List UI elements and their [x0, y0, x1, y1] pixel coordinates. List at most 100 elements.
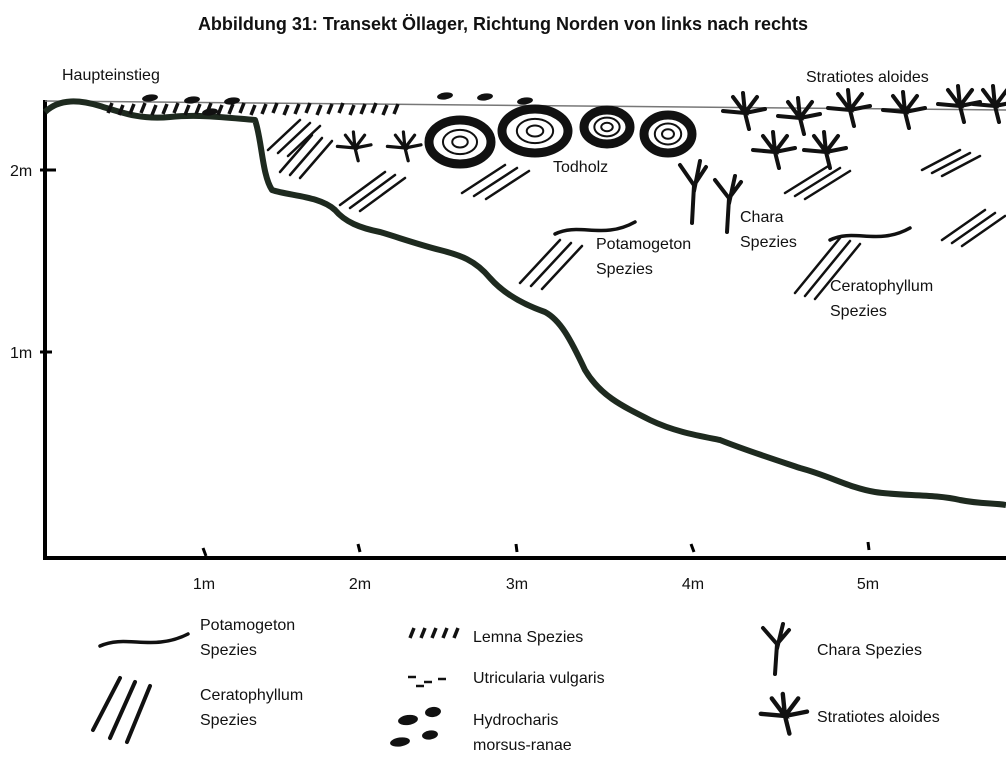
- lemna-symbol: [383, 105, 387, 115]
- lemna-symbol: [163, 104, 167, 114]
- tick-marks: [40, 170, 869, 556]
- stratiotes-symbol: [828, 90, 870, 126]
- potamogeton-symbol: [100, 634, 188, 646]
- legend-line: Chara Spezies: [817, 642, 922, 659]
- potamogeton-symbol: [830, 228, 910, 240]
- todholz-symbol: [594, 118, 619, 137]
- legend-text: Stratiotes aloides: [817, 709, 940, 726]
- lemna-symbol: [410, 628, 414, 638]
- todholz-symbol: [527, 126, 544, 137]
- legend-line: Lemna Spezies: [473, 629, 583, 646]
- chara-symbol: [715, 176, 741, 232]
- legend-text: Chara Spezies: [817, 642, 922, 659]
- todholz-symbol: [502, 109, 568, 153]
- hydrocharis-symbol: [389, 736, 410, 748]
- stratiotes-symbol: [723, 93, 765, 129]
- lemna-symbol: [262, 104, 266, 114]
- lemna-symbol: [454, 628, 458, 638]
- potamogeton-label: Potamogeton Spezies: [596, 236, 696, 278]
- legend-text: Hydrocharis morsus-ranae: [473, 712, 572, 754]
- todholz-symbol: [429, 120, 491, 164]
- lemna-symbol: [328, 104, 332, 114]
- label-line: Spezies: [830, 303, 887, 320]
- legend-line: morsus-ranae: [473, 737, 572, 754]
- todholz-symbol: [584, 110, 630, 144]
- stratiotes-symbol: [804, 132, 846, 168]
- legend-line: Ceratophyllum: [200, 687, 303, 704]
- hydrocharis-symbol: [397, 714, 418, 727]
- todholz-symbol: [443, 130, 477, 154]
- stratiotes-symbol: [761, 694, 807, 734]
- x-axis-label: 3m: [506, 576, 528, 593]
- stratiotes-symbol: [973, 86, 1006, 122]
- lemna-symbol: [251, 105, 255, 115]
- lemna-symbol: [306, 103, 310, 113]
- chara-symbol: [680, 161, 706, 223]
- x-axis-label: 1m: [193, 576, 215, 593]
- hydrocharis-symbol: [517, 96, 534, 105]
- lemna-symbol: [152, 105, 156, 115]
- legend-text: Ceratophyllum Spezies: [200, 687, 308, 729]
- todholz-symbol: [517, 119, 553, 143]
- lemna-symbol: [229, 104, 233, 114]
- legend-line: Hydrocharis: [473, 712, 558, 729]
- hydrocharis-symbol: [437, 91, 454, 100]
- legend-text: Utricularia vulgaris: [473, 670, 605, 687]
- stratiotes-symbol: [387, 132, 421, 161]
- legend-text: Potamogeton Spezies: [200, 617, 300, 659]
- potamogeton-symbol: [555, 222, 635, 234]
- x-axis-label: 4m: [682, 576, 704, 593]
- legend-line: Spezies: [200, 642, 257, 659]
- y-axis-label: 2m: [10, 163, 32, 180]
- label-line: Spezies: [596, 261, 653, 278]
- lemna-symbol: [350, 105, 354, 115]
- ceratophyllum-label: Ceratophyllum Spezies: [830, 278, 938, 320]
- legend-line: Stratiotes aloides: [817, 709, 940, 726]
- ceratophyllum-symbol: [288, 126, 320, 156]
- title: Abbildung 31: Transekt Öllager, Richtung…: [198, 14, 808, 34]
- lemna-symbol: [432, 628, 436, 638]
- lemna-symbol: [361, 104, 365, 114]
- chara-symbol: [763, 624, 789, 674]
- stratiotes-symbol: [337, 132, 371, 161]
- hydrocharis-symbol: [421, 729, 438, 740]
- lemna-symbol: [218, 105, 222, 115]
- lemna-symbol: [295, 104, 299, 114]
- stratiotes-label: Stratiotes aloides: [806, 69, 929, 86]
- hydrocharis-symbol: [424, 706, 441, 718]
- legend-text: Lemna Spezies: [473, 629, 583, 646]
- label-line: Potamogeton: [596, 236, 691, 253]
- todholz-label: Todholz: [553, 159, 608, 176]
- todholz-symbol: [655, 124, 681, 145]
- label-line: Chara: [740, 209, 784, 226]
- y-axis-label: 1m: [10, 345, 32, 362]
- transect-diagram: Abbildung 31: Transekt Öllager, Richtung…: [0, 0, 1006, 758]
- lemna-symbol: [284, 105, 288, 115]
- lemna-symbol: [421, 628, 425, 638]
- entry-label: Haupteinstieg: [62, 67, 160, 84]
- hydrocharis-symbol: [224, 96, 241, 105]
- lemna-symbol: [317, 105, 321, 115]
- todholz-symbol: [662, 129, 674, 139]
- stratiotes-symbol: [753, 132, 795, 168]
- hydrocharis-symbol: [477, 92, 494, 101]
- legend-line: Utricularia vulgaris: [473, 670, 605, 687]
- todholz-symbol: [452, 137, 468, 148]
- hydrocharis-symbol: [184, 95, 201, 104]
- lemna-symbol: [174, 103, 178, 113]
- lemna-symbol: [394, 104, 398, 114]
- lemna-symbol: [273, 103, 277, 113]
- lemna-symbol: [240, 103, 244, 113]
- todholz-symbol: [644, 115, 692, 153]
- lemna-symbol: [141, 103, 145, 113]
- todholz-symbol: [601, 123, 613, 132]
- lemna-symbol: [443, 628, 447, 638]
- stratiotes-symbol: [883, 92, 925, 128]
- stratiotes-symbol: [778, 98, 820, 134]
- x-axis-label: 2m: [349, 576, 371, 593]
- ceratophyllum-symbol: [268, 120, 300, 150]
- chara-label: Chara Spezies: [740, 209, 797, 251]
- lemna-symbol: [196, 104, 200, 114]
- label-line: Ceratophyllum: [830, 278, 933, 295]
- x-axis-label: 5m: [857, 576, 879, 593]
